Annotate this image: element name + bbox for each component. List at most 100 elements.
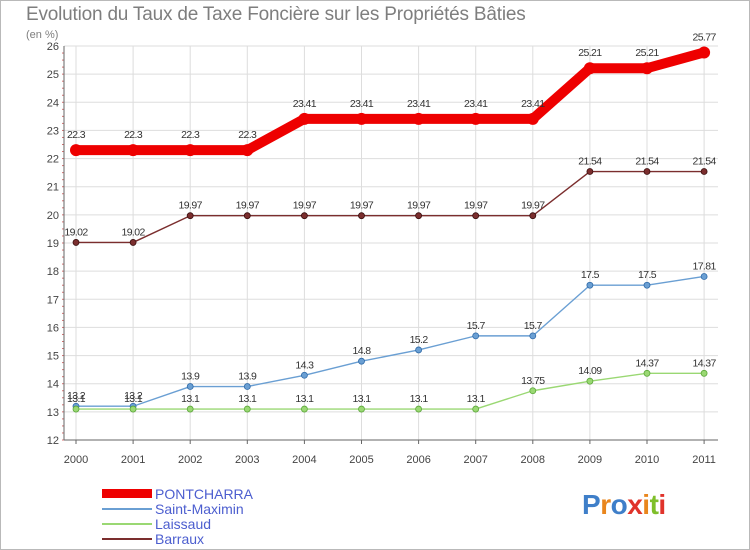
- data-label: 23.41: [350, 98, 374, 110]
- data-point: [355, 112, 368, 125]
- y-tick-label: 14: [47, 379, 59, 391]
- legend-swatch: [102, 507, 152, 510]
- data-point: [186, 383, 194, 390]
- legend-swatch: [102, 489, 152, 498]
- chart-title: Evolution du Taux de Taxe Foncière sur l…: [26, 4, 526, 25]
- data-label: 14.3: [295, 359, 314, 371]
- y-tick-label: 13: [47, 407, 59, 419]
- x-tick-label: 2005: [349, 454, 373, 466]
- data-point: [415, 405, 423, 413]
- data-label: 13.1: [295, 393, 314, 405]
- x-tick-label: 2004: [292, 454, 316, 466]
- data-point: [526, 112, 539, 125]
- data-point: [300, 371, 308, 379]
- logo-letter: o: [610, 489, 628, 520]
- x-tick-label: 2006: [406, 454, 430, 466]
- data-label: 25.77: [692, 31, 716, 43]
- data-label: 15.2: [410, 334, 429, 346]
- data-label: 19.02: [64, 226, 88, 238]
- logo-letter: t: [649, 489, 659, 520]
- data-label: 19.97: [179, 200, 203, 212]
- data-point: [586, 281, 594, 289]
- data-label: 22.3: [238, 129, 257, 141]
- x-tick-label: 2007: [463, 454, 487, 466]
- data-label: 14.37: [635, 357, 659, 369]
- data-point: [529, 332, 537, 340]
- y-tick-label: 12: [47, 435, 59, 447]
- proxiti-logo: Proxiti: [582, 489, 666, 521]
- series-line-laissaud: [75, 372, 705, 410]
- data-label: 17.5: [581, 269, 600, 281]
- data-label: 17.5: [638, 269, 657, 281]
- data-label: 13.1: [410, 393, 429, 405]
- legend-item: Laissaud: [102, 515, 212, 532]
- x-tick-label: 2009: [578, 454, 602, 466]
- data-point: [700, 369, 708, 377]
- y-tick-label: 24: [47, 97, 59, 109]
- legend-label: Saint-Maximin: [155, 500, 244, 517]
- data-point: [583, 62, 596, 75]
- data-label: 15.7: [467, 320, 486, 332]
- data-label: 25.21: [578, 47, 602, 59]
- data-label: 13.75: [521, 375, 545, 387]
- x-tick-label: 2000: [64, 454, 88, 466]
- data-label: 25.21: [635, 47, 659, 59]
- y-tick-label: 16: [47, 322, 59, 334]
- x-tick-label: 2008: [521, 454, 545, 466]
- data-point: [586, 168, 594, 175]
- data-point: [415, 212, 423, 220]
- data-point: [698, 46, 711, 59]
- data-label: 19.97: [464, 200, 488, 212]
- data-label: 13.1: [352, 393, 371, 405]
- y-tick-label: 26: [47, 41, 59, 53]
- data-point: [300, 405, 308, 413]
- data-point: [129, 405, 137, 413]
- y-tick-label: 18: [47, 266, 59, 278]
- y-tick-label: 21: [47, 182, 59, 194]
- x-tick-label: 2001: [121, 454, 145, 466]
- x-tick-label: 2010: [635, 454, 659, 466]
- data-point: [472, 332, 480, 340]
- data-label: 13.1: [124, 393, 143, 405]
- data-point: [186, 212, 194, 220]
- data-point: [127, 144, 140, 157]
- y-tick-label: 20: [47, 210, 59, 222]
- data-label: 13.1: [181, 393, 200, 405]
- data-label: 13.2: [124, 390, 143, 402]
- data-label: 17.81: [692, 260, 716, 272]
- data-label: 21.54: [578, 156, 602, 168]
- data-label: 19.97: [293, 200, 317, 212]
- data-point: [641, 62, 653, 75]
- data-label: 19.02: [121, 226, 145, 238]
- data-point: [472, 212, 480, 220]
- data-point: [243, 405, 251, 413]
- series-line-pontcharra: [71, 47, 710, 156]
- legend-label: PONTCHARRA: [155, 485, 254, 502]
- y-tick-label: 25: [47, 69, 59, 81]
- logo-letter: i: [658, 489, 666, 520]
- logo-letter: P: [582, 489, 601, 520]
- data-point: [358, 405, 365, 413]
- data-point: [412, 112, 425, 125]
- data-point: [72, 405, 80, 413]
- data-label: 19.97: [521, 200, 545, 212]
- data-point: [298, 112, 311, 125]
- data-point: [700, 273, 708, 280]
- data-label: 22.3: [124, 129, 143, 141]
- data-point: [300, 212, 308, 220]
- data-label: 13.2: [67, 390, 86, 402]
- data-point: [643, 369, 651, 377]
- data-point: [643, 168, 651, 175]
- data-label: 23.41: [521, 98, 545, 110]
- data-point: [358, 357, 365, 365]
- data-label: 21.54: [635, 156, 659, 168]
- y-tick-label: 23: [47, 125, 59, 137]
- legend-label: Laissaud: [155, 515, 212, 532]
- series-line-saint-maximin: [75, 275, 705, 407]
- data-point: [243, 212, 251, 220]
- data-point: [586, 377, 594, 385]
- logo-letter: r: [600, 489, 611, 520]
- legend-item: Barraux: [102, 531, 204, 547]
- data-point: [700, 168, 708, 175]
